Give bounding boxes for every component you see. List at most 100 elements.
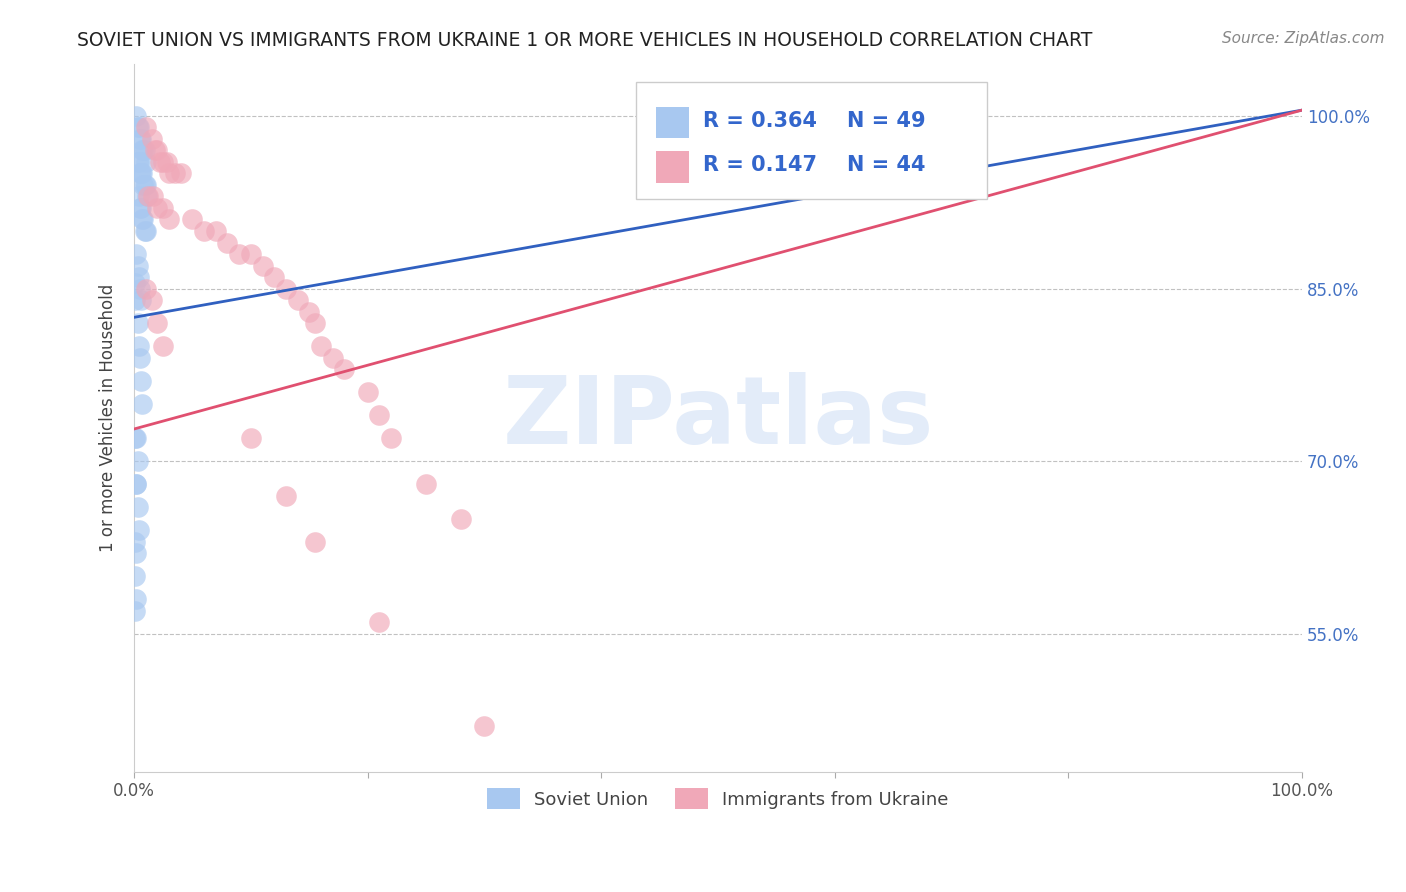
Point [125, 477, 148, 491]
Point [228, 247, 250, 261]
Point [127, 454, 149, 468]
Point [125, 477, 148, 491]
Point [287, 293, 309, 307]
Point [274, 489, 297, 503]
Point [274, 281, 297, 295]
Point [129, 166, 152, 180]
Text: N = 49: N = 49 [846, 111, 925, 131]
Point [125, 431, 148, 445]
Point [127, 500, 149, 515]
Point [127, 316, 149, 330]
Legend: Soviet Union, Immigrants from Ukraine: Soviet Union, Immigrants from Ukraine [479, 780, 956, 816]
Point [322, 351, 344, 365]
Point [143, 144, 166, 158]
Point [368, 408, 391, 422]
Point [204, 224, 226, 238]
Point [129, 374, 152, 388]
Y-axis label: 1 or more Vehicles in Household: 1 or more Vehicles in Household [100, 284, 117, 552]
Point [193, 224, 215, 238]
Point [170, 166, 193, 180]
Point [128, 201, 150, 215]
Point [129, 132, 152, 146]
Point [135, 189, 157, 203]
Point [128, 351, 150, 365]
Point [380, 431, 402, 445]
Point [134, 144, 156, 158]
Point [124, 569, 146, 583]
Point [181, 212, 204, 227]
Point [131, 144, 153, 158]
Text: R = 0.147: R = 0.147 [703, 155, 817, 176]
Point [124, 604, 146, 618]
Point [135, 178, 157, 192]
FancyBboxPatch shape [637, 82, 987, 199]
Text: N = 44: N = 44 [846, 155, 925, 176]
Point [146, 316, 169, 330]
Point [128, 281, 150, 295]
Point [141, 293, 163, 307]
Point [263, 270, 285, 285]
Point [298, 304, 321, 318]
Point [129, 293, 152, 307]
Point [135, 120, 157, 135]
Point [356, 385, 378, 400]
Point [125, 109, 148, 123]
Point [124, 431, 146, 445]
Point [129, 201, 152, 215]
Point [127, 120, 149, 135]
Point [304, 534, 326, 549]
Point [132, 144, 155, 158]
Point [135, 155, 157, 169]
Point [128, 155, 150, 169]
Point [135, 281, 157, 295]
Point [135, 224, 157, 238]
Point [304, 316, 326, 330]
Text: SOVIET UNION VS IMMIGRANTS FROM UKRAINE 1 OR MORE VEHICLES IN HOUSEHOLD CORRELAT: SOVIET UNION VS IMMIGRANTS FROM UKRAINE … [77, 31, 1092, 50]
Text: R = 0.364: R = 0.364 [703, 111, 817, 131]
Point [252, 259, 274, 273]
Point [239, 431, 262, 445]
Point [309, 339, 332, 353]
Point [132, 212, 155, 227]
Point [156, 155, 179, 169]
Point [157, 166, 180, 180]
Point [134, 224, 156, 238]
Point [128, 132, 150, 146]
Point [125, 247, 148, 261]
Point [128, 339, 150, 353]
Point [127, 155, 149, 169]
Text: Source: ZipAtlas.com: Source: ZipAtlas.com [1222, 31, 1385, 46]
Point [125, 546, 148, 560]
Point [124, 293, 146, 307]
Point [136, 189, 159, 203]
Point [124, 534, 146, 549]
Point [134, 178, 156, 192]
Point [128, 270, 150, 285]
Point [146, 144, 169, 158]
Point [132, 178, 155, 192]
Point [217, 235, 239, 250]
Point [450, 512, 472, 526]
Point [152, 201, 174, 215]
Point [128, 120, 150, 135]
Point [146, 201, 169, 215]
Point [152, 339, 174, 353]
Point [239, 247, 262, 261]
Point [149, 155, 172, 169]
Text: ZIPatlas: ZIPatlas [502, 372, 934, 464]
FancyBboxPatch shape [657, 106, 689, 138]
Point [125, 592, 148, 607]
Point [128, 166, 150, 180]
Point [333, 362, 356, 376]
Point [142, 189, 165, 203]
Point [163, 166, 186, 180]
Point [157, 212, 180, 227]
Point [368, 615, 391, 630]
Point [152, 155, 174, 169]
Point [128, 189, 150, 203]
Point [128, 524, 150, 538]
Point [131, 397, 153, 411]
Point [131, 166, 153, 180]
Point [131, 212, 153, 227]
Point [124, 276, 146, 290]
